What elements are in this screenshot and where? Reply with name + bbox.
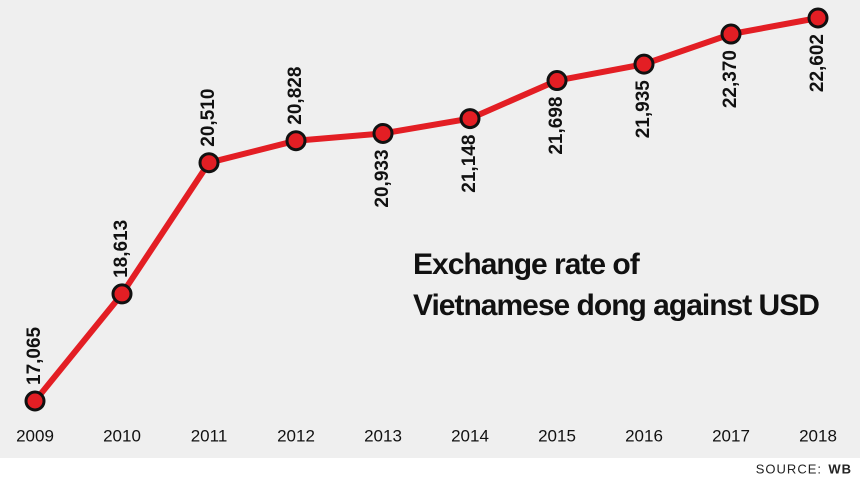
x-tick-label: 2013 bbox=[364, 426, 402, 445]
data-point bbox=[198, 152, 220, 174]
data-point bbox=[807, 7, 829, 29]
value-label: 22,370 bbox=[720, 50, 741, 108]
x-tick-label: 2016 bbox=[625, 426, 663, 445]
value-label: 22,602 bbox=[807, 34, 828, 92]
source-name: WB bbox=[828, 461, 852, 476]
value-label: 21,148 bbox=[459, 135, 480, 193]
data-line bbox=[32, 15, 819, 403]
data-point bbox=[111, 283, 133, 305]
chart-title-line: Vietnamese dong against USD bbox=[413, 289, 819, 322]
value-label: 20,828 bbox=[285, 67, 306, 125]
data-point bbox=[372, 122, 394, 144]
value-label: 21,935 bbox=[633, 80, 654, 139]
value-label: 17,065 bbox=[24, 326, 45, 385]
x-tick-label: 2010 bbox=[103, 426, 141, 445]
data-point bbox=[720, 23, 742, 45]
x-tick-label: 2017 bbox=[712, 426, 750, 445]
x-tick-label: 2011 bbox=[191, 426, 228, 445]
value-label: 18,613 bbox=[111, 220, 132, 278]
x-tick-label: 2018 bbox=[799, 426, 837, 445]
data-point bbox=[285, 130, 307, 152]
chart-title-line: Exchange rate of bbox=[413, 248, 641, 281]
data-point bbox=[546, 70, 568, 92]
source-label: SOURCE: bbox=[756, 461, 822, 476]
x-tick-label: 2012 bbox=[277, 426, 315, 445]
value-label: 21,698 bbox=[546, 97, 567, 155]
x-tick-label: 2014 bbox=[451, 426, 489, 445]
x-tick-label: 2009 bbox=[16, 426, 54, 445]
x-tick-label: 2015 bbox=[538, 426, 576, 445]
data-point bbox=[459, 108, 481, 130]
value-label: 20,933 bbox=[372, 149, 393, 207]
data-point bbox=[24, 390, 46, 412]
value-label: 20,510 bbox=[198, 89, 219, 147]
data-point bbox=[633, 53, 655, 75]
plot-background bbox=[0, 0, 860, 458]
